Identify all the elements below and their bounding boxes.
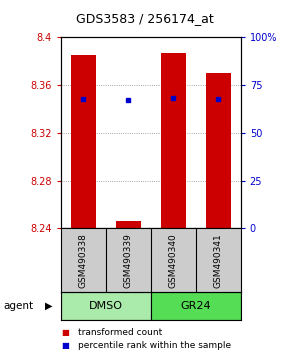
Bar: [71, 55, 96, 228]
Text: ▶: ▶: [45, 301, 52, 311]
Bar: [116, 221, 141, 228]
Text: ■: ■: [61, 328, 69, 337]
Text: ■: ■: [61, 341, 69, 350]
Text: GDS3583 / 256174_at: GDS3583 / 256174_at: [76, 12, 214, 25]
Text: GSM490339: GSM490339: [124, 233, 133, 288]
Text: GSM490338: GSM490338: [79, 233, 88, 288]
Text: GSM490341: GSM490341: [214, 233, 223, 287]
Bar: [206, 73, 231, 228]
Text: GR24: GR24: [180, 301, 211, 311]
Text: percentile rank within the sample: percentile rank within the sample: [78, 341, 231, 350]
Text: agent: agent: [3, 301, 33, 311]
Bar: [151, 292, 241, 320]
Text: DMSO: DMSO: [89, 301, 123, 311]
Text: GSM490340: GSM490340: [169, 233, 178, 287]
Bar: [161, 53, 186, 228]
Bar: [61, 292, 151, 320]
Text: transformed count: transformed count: [78, 328, 163, 337]
